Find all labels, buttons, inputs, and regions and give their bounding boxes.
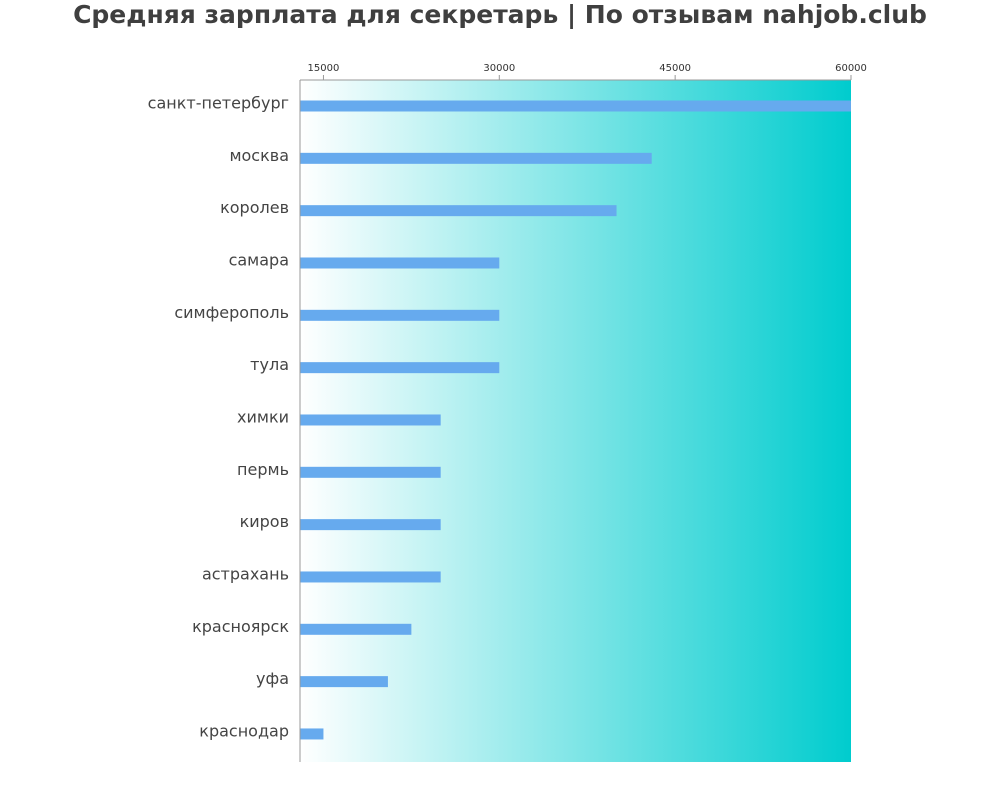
category-label: пермь — [237, 460, 289, 479]
category-label: тула — [250, 355, 289, 374]
category-labels: санкт-петербург москва королев самара симфер… — [148, 94, 290, 741]
x-axis-ticks: 15000 30000 45000 60000 — [308, 63, 867, 80]
bar — [300, 519, 441, 531]
category-label: красноярск — [192, 617, 289, 636]
x-tick-label: 60000 — [835, 63, 867, 74]
bar — [300, 728, 324, 740]
bar — [300, 309, 500, 321]
bar — [300, 257, 500, 269]
bar — [300, 414, 441, 426]
x-tick-label: 15000 — [308, 63, 340, 74]
bar — [300, 676, 388, 688]
x-tick-label: 30000 — [483, 63, 515, 74]
bar — [300, 623, 412, 635]
category-label: санкт-петербург — [148, 94, 289, 113]
bar — [300, 205, 617, 217]
category-label: королев — [220, 198, 289, 217]
category-label: химки — [237, 407, 289, 426]
category-label: астрахань — [202, 564, 289, 583]
bar — [300, 466, 441, 478]
bars — [300, 100, 851, 740]
bar — [300, 362, 500, 374]
bar — [300, 100, 851, 112]
bar — [300, 571, 441, 583]
bar — [300, 152, 652, 164]
category-label: киров — [240, 512, 289, 531]
category-label: москва — [229, 146, 289, 165]
category-label: краснодар — [199, 721, 289, 740]
category-label: самара — [229, 250, 289, 269]
chart-title: Средняя зарплата для секретарь | По отзы… — [73, 0, 927, 29]
category-label: симферополь — [174, 303, 289, 322]
category-label: уфа — [256, 669, 289, 688]
x-tick-label: 45000 — [659, 63, 691, 74]
